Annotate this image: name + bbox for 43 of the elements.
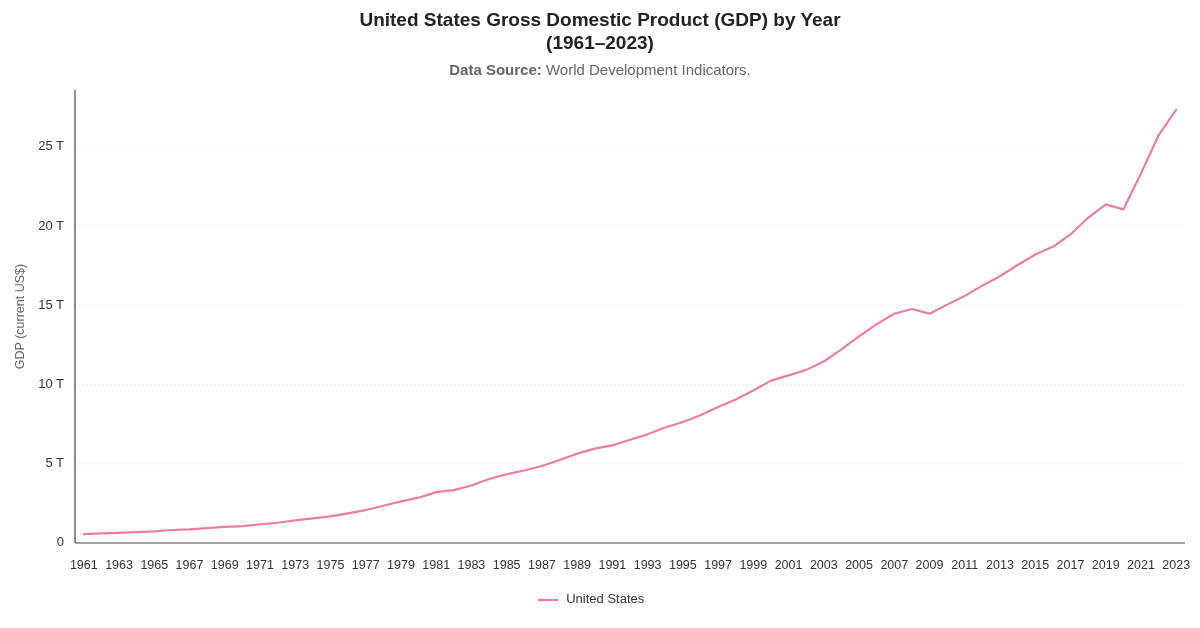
x-tick-label: 1971: [246, 558, 274, 572]
y-tick-label: 20 T: [38, 217, 65, 233]
y-tick-label: 0: [56, 534, 64, 550]
y-tick-label: 25 T: [38, 138, 65, 154]
x-tick-label: 1985: [492, 558, 521, 572]
x-tick-label: 2005: [845, 558, 873, 572]
chart-title: United States Gross Domestic Product (GDP) by Year (1961–2023): [359, 9, 842, 53]
x-tick-label: 2001: [774, 558, 803, 572]
y-tick-label: 5 T: [45, 455, 65, 471]
chart-subtitle: Data Source: World Development Indicators.: [449, 61, 751, 78]
x-tick-label: 1989: [563, 558, 592, 572]
x-tick-label: 1991: [598, 558, 627, 572]
x-tick-label: 1993: [633, 558, 662, 572]
x-tick-label: 1973: [281, 558, 310, 572]
x-tick-label: 1997: [704, 558, 733, 572]
x-tick-label: 2013: [986, 558, 1014, 572]
x-tick-label: 1999: [739, 558, 768, 572]
x-tick-label: 1981: [422, 558, 451, 572]
x-tick-label: 1995: [668, 558, 697, 572]
x-tick-label: 1967: [175, 558, 204, 572]
x-tick-label: 2003: [809, 558, 838, 572]
legend-label: United States: [566, 591, 645, 607]
y-axis-title: GDP (current US$): [13, 263, 27, 370]
x-tick-label: 2023: [1162, 558, 1191, 572]
x-tick-label: 2015: [1021, 558, 1050, 572]
x-tick-label: 1965: [140, 558, 169, 572]
x-tick-label: 1975: [316, 558, 345, 572]
x-tick-label: 1983: [457, 558, 486, 572]
x-tick-label: 2011: [951, 558, 979, 572]
x-tick-label: 1977: [351, 558, 380, 572]
x-tick-label: 1963: [105, 558, 133, 572]
x-tick-label: 2007: [880, 558, 909, 572]
x-tick-label: 1987: [528, 558, 556, 572]
x-tick-label: 2009: [915, 558, 944, 572]
x-tick-label: 2021: [1127, 558, 1155, 572]
y-tick-label: 10 T: [38, 376, 65, 392]
line-series: [82, 108, 1178, 536]
y-tick-label: 15 T: [38, 296, 65, 312]
x-tick-label: 1979: [387, 558, 415, 572]
x-tick-label: 2019: [1091, 558, 1120, 572]
x-tick-label: 1969: [210, 558, 239, 572]
x-tick-label: 2017: [1056, 558, 1085, 572]
x-tick-label: 1961: [69, 558, 98, 572]
